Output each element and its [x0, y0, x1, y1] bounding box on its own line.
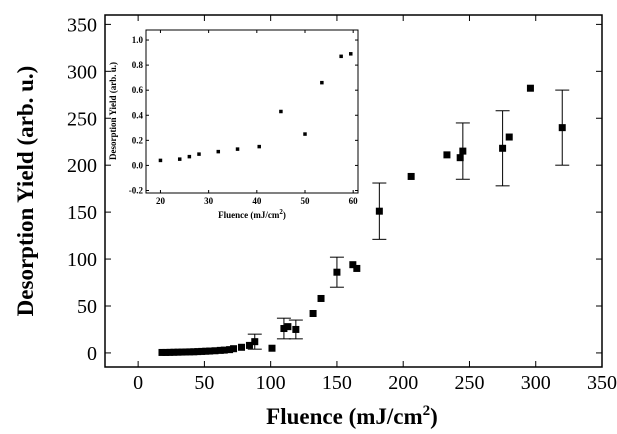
inset-chart: 20 30 40 50 60 -0.2 0.0 0.2 0.4 0.6 0.8 1.0 Fluenc… — [108, 29, 359, 220]
y-tick-label: 200 — [67, 155, 97, 177]
x-tick-label: 60 — [349, 196, 359, 206]
data-point — [206, 347, 214, 355]
data-point — [349, 261, 357, 269]
data-point — [499, 144, 507, 152]
x-tick-label: 250 — [454, 372, 484, 394]
data-point — [333, 268, 341, 276]
data-point — [216, 346, 224, 354]
y-tick-label: 250 — [67, 108, 97, 130]
data-point — [459, 147, 467, 155]
data-point — [339, 54, 343, 59]
data-point — [456, 154, 464, 162]
data-point — [558, 124, 566, 132]
data-point — [292, 325, 300, 333]
x-tick-label: 350 — [587, 372, 617, 394]
data-point — [158, 348, 166, 356]
main-error-bars — [247, 89, 570, 350]
y-tick-label: 300 — [67, 61, 97, 83]
data-point — [238, 343, 246, 351]
x-tick-label: 50 — [194, 372, 214, 394]
y-tick-label: 350 — [67, 14, 97, 36]
data-point — [280, 325, 288, 333]
x-tick-label: 40 — [252, 196, 262, 206]
data-point — [186, 348, 194, 356]
y-tick-label: 50 — [77, 296, 97, 318]
x-tick-label: 30 — [204, 196, 214, 206]
data-point — [190, 348, 198, 356]
data-point — [197, 152, 201, 156]
inset-x-axis-title: Fluence (mJ/cm2) — [218, 208, 286, 220]
data-point — [317, 294, 325, 302]
main-data-points — [158, 84, 566, 356]
y-tick-label: -0.2 — [129, 185, 144, 195]
main-y-axis-ticks: 0 50 100 150 200 250 300 350 — [67, 14, 602, 365]
data-point — [216, 149, 221, 154]
data-point — [349, 52, 353, 56]
data-point — [174, 348, 182, 356]
inset-y-axis-ticks: -0.2 0.0 0.2 0.4 0.6 0.8 1.0 — [129, 35, 358, 195]
data-point — [251, 338, 259, 346]
data-point — [407, 172, 415, 180]
data-point — [166, 348, 174, 356]
data-point — [443, 151, 451, 159]
data-point — [177, 157, 182, 161]
data-point — [194, 348, 202, 356]
data-point — [309, 309, 317, 317]
data-point — [245, 341, 253, 349]
data-point — [303, 132, 307, 136]
main-x-axis-title: Fluence (mJ/cm2) — [266, 403, 438, 429]
data-point — [320, 80, 324, 85]
data-point — [230, 345, 238, 353]
inset-y-axis-title: Desorption Yield (arb. u.) — [108, 62, 118, 160]
data-point — [257, 144, 261, 149]
inset-data-points — [158, 52, 353, 163]
inset-plot-frame — [145, 29, 359, 194]
main-x-axis-ticks: 0 50 100 150 200 250 300 350 — [133, 15, 617, 394]
y-tick-label: 100 — [67, 249, 97, 271]
x-tick-label: 50 — [301, 196, 311, 206]
y-tick-label: 0.2 — [132, 135, 144, 145]
inset-background — [146, 30, 358, 207]
y-tick-label: 0 — [87, 343, 97, 365]
y-tick-label: 1.0 — [132, 35, 144, 45]
data-point — [220, 346, 228, 354]
data-point — [182, 348, 190, 356]
x-tick-label: 300 — [521, 372, 551, 394]
y-tick-label: 0.6 — [132, 85, 144, 95]
x-tick-label: 200 — [388, 372, 418, 394]
y-tick-label: 150 — [67, 202, 97, 224]
data-point — [202, 347, 210, 355]
main-plot-frame — [104, 14, 603, 368]
y-tick-label: 0.4 — [132, 110, 144, 120]
data-point — [198, 347, 206, 355]
y-tick-label: 0.0 — [132, 160, 144, 170]
data-point — [505, 133, 513, 141]
data-point — [226, 346, 234, 354]
x-tick-label: 100 — [256, 372, 286, 394]
x-tick-label: 150 — [322, 372, 352, 394]
data-point — [268, 344, 276, 352]
data-point — [279, 109, 283, 114]
main-chart: 0 50 100 150 200 250 300 350 050100150200250300… — [13, 14, 617, 429]
data-point — [526, 84, 534, 92]
data-point — [235, 147, 240, 151]
y-tick-label: 0.8 — [132, 60, 144, 70]
data-point — [375, 207, 383, 215]
data-point — [187, 154, 192, 159]
data-point — [178, 348, 186, 356]
data-point — [162, 348, 170, 356]
x-tick-label: 20 — [156, 196, 166, 206]
data-point — [158, 158, 163, 163]
data-point — [170, 348, 178, 356]
main-y-axis-title: Desorption Yield (arb. u.) — [13, 66, 38, 317]
inset-x-axis-ticks: 20 30 40 50 60 — [156, 30, 358, 206]
data-point — [211, 347, 219, 355]
data-point — [353, 264, 361, 272]
x-tick-label: 0 — [133, 372, 143, 394]
data-point — [284, 323, 292, 331]
